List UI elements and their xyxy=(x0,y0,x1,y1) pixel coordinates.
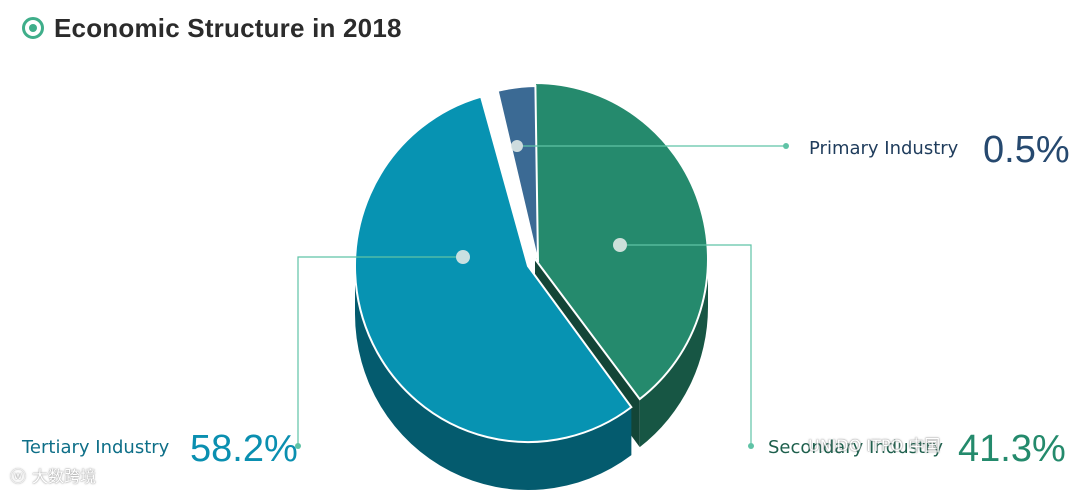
slice-primary xyxy=(496,85,539,263)
watermark-right-text: UNIDO ITPO 中国 xyxy=(808,436,941,455)
watermark-left: ⓦ 大数跨境 xyxy=(10,463,96,487)
slice-tertiary-side xyxy=(355,266,632,490)
slice-secondary-side xyxy=(639,259,708,448)
secondary-value: 41.3% xyxy=(958,428,1066,470)
watermark-left-text: 大数跨境 xyxy=(32,467,97,486)
tertiary-leader-line xyxy=(297,256,456,444)
secondary-leader-end xyxy=(748,443,754,449)
secondary-label: Secondary Industry xyxy=(768,437,943,458)
primary-leader-end xyxy=(783,143,789,149)
tertiary-marker xyxy=(456,250,470,264)
primary-value: 0.5% xyxy=(983,129,1070,171)
primary-marker xyxy=(511,140,523,152)
tertiary-value: 58.2% xyxy=(190,428,298,470)
primary-label: Primary Industry xyxy=(809,138,959,159)
chart-title: Economic Structure in 2018 xyxy=(54,12,402,43)
secondary-marker xyxy=(613,238,627,252)
slice-tertiary xyxy=(354,95,633,443)
tertiary-leader-end xyxy=(295,443,301,449)
callout-layer: Primary Industry 0.5% Secondary Industry 41… xyxy=(21,129,1070,470)
tertiary-label: Tertiary Industry xyxy=(21,437,170,458)
watermark-right: UNIDO ITPO 中国 xyxy=(808,432,940,456)
chart-header: Economic Structure in 2018 xyxy=(22,10,402,46)
secondary-leader-line xyxy=(627,244,752,444)
weibo-icon: ⓦ xyxy=(10,467,27,486)
target-icon xyxy=(22,17,44,39)
